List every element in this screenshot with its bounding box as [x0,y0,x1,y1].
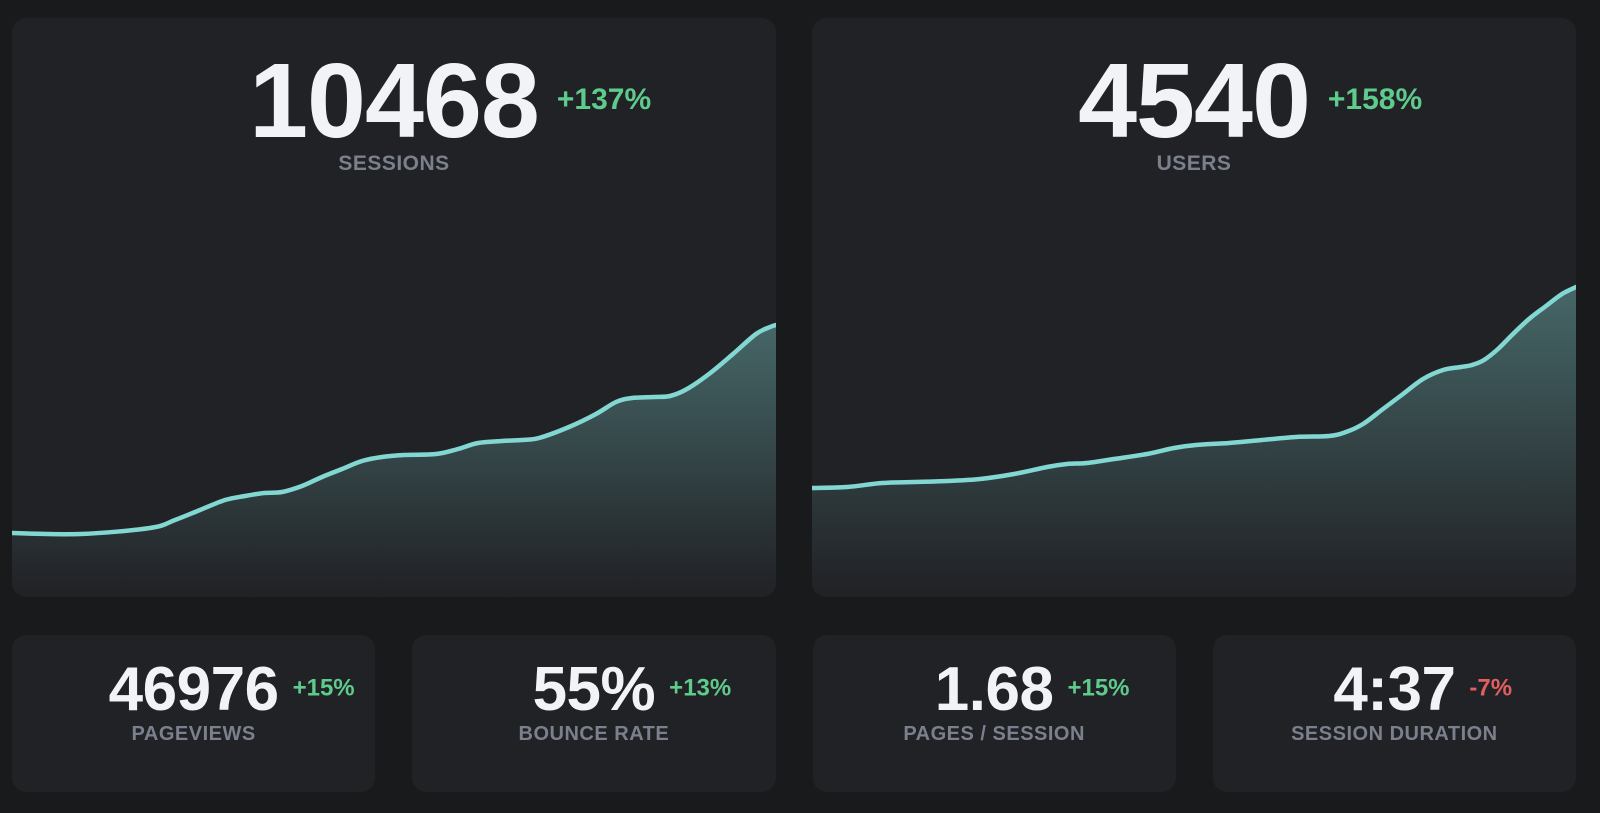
pages-per-session-change-badge: +15% [1067,673,1130,701]
pages-per-session-value-wrap: 1.68 +15% [934,655,1130,724]
sessions-value: 10468 [249,42,540,160]
session-duration-stat-head: 4:37 -7% [1213,657,1576,722]
pageviews-value-wrap: 46976 +15% [108,655,355,724]
sessions-line [12,322,776,537]
session-duration-label: SESSION DURATION [1291,723,1498,746]
sessions-change-badge: +137% [556,82,652,116]
pages-per-session-stat-head: 1.68 +15% [813,657,1176,722]
sessions-card: 10468 +137% SESSIONS [12,18,776,597]
bounce-rate-stat-head: 55% +13% [412,657,775,722]
session-duration-change-badge: -7% [1469,673,1513,701]
bottom-metrics-row: 46976 +15% PAGEVIEWS 55% +13% BOUNCE RAT… [12,635,1576,792]
bounce-rate-change-badge: +13% [669,673,732,701]
bounce-rate-value-wrap: 55% +13% [532,655,732,724]
pages-per-session-label: PAGES / SESSION [903,723,1085,746]
session-duration-value: 4:37 [1333,655,1456,724]
users-trend-chart [812,284,1576,597]
session-duration-card: 4:37 -7% SESSION DURATION [1212,635,1576,792]
sessions-trend-chart [12,322,776,597]
pageviews-stat-head: 46976 +15% [12,657,375,722]
pages-per-session-value: 1.68 [934,655,1054,724]
pageviews-card: 46976 +15% PAGEVIEWS [12,635,376,792]
users-value: 4540 [1078,42,1311,160]
users-line [812,284,1576,491]
users-change-badge: +158% [1327,82,1423,116]
users-card: 4540 +158% USERS [812,18,1576,597]
sessions-label: SESSIONS [338,152,450,176]
users-area-fill [812,287,1576,597]
pageviews-change-badge: +15% [292,673,355,701]
session-duration-value-wrap: 4:37 -7% [1333,655,1512,724]
pageviews-label: PAGEVIEWS [131,723,256,746]
sessions-value-wrap: 10468 +137% [249,42,651,160]
users-value-wrap: 4540 +158% [1078,42,1422,160]
bounce-rate-label: BOUNCE RATE [518,723,670,746]
bounce-rate-card: 55% +13% BOUNCE RATE [412,635,776,792]
top-metrics-row: 10468 +137% SESSIONS [12,18,1576,597]
users-stat-head: 4540 +158% [812,42,1576,160]
pages-per-session-card: 1.68 +15% PAGES / SESSION [812,635,1176,792]
sessions-area-fill [12,325,776,597]
users-label: USERS [1156,152,1232,176]
bounce-rate-value: 55% [532,655,656,724]
sessions-stat-head: 10468 +137% [12,42,776,160]
pageviews-value: 46976 [108,655,279,724]
